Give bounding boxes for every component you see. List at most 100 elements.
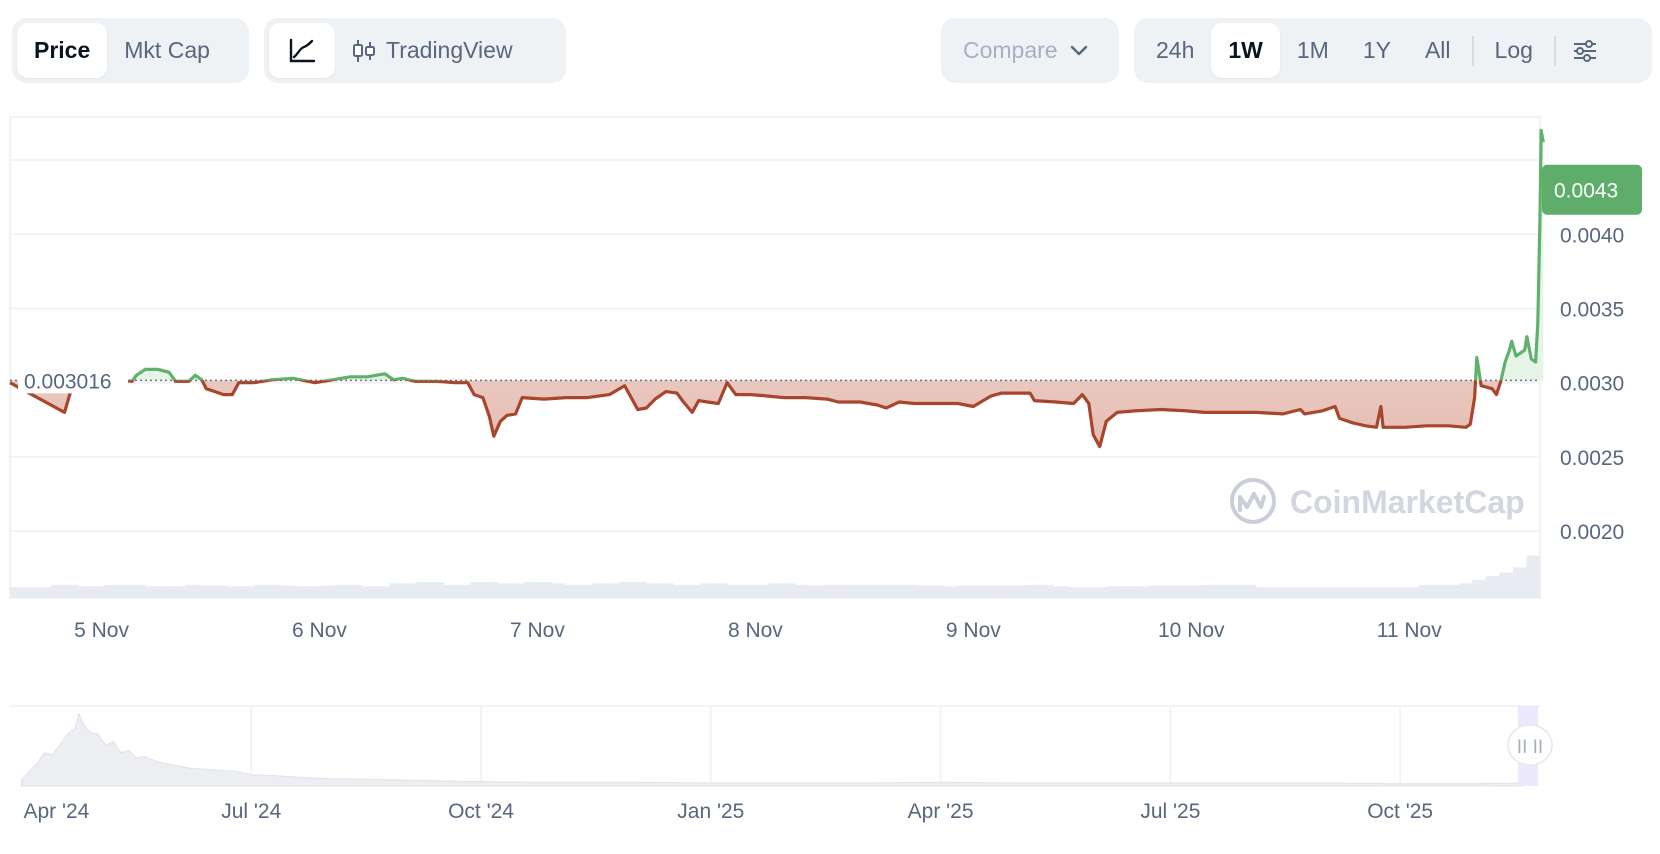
below-reference-fill xyxy=(10,380,1502,447)
volume-bar xyxy=(1296,587,1311,598)
volume-bar xyxy=(416,581,431,598)
volume-bar xyxy=(903,584,918,598)
volume-bar xyxy=(917,585,932,598)
y-axis: 0.0040 0.0035 0.0030 0.0025 0.0020 xyxy=(1560,224,1624,544)
volume-bar xyxy=(890,584,905,598)
overview-x-tick-label: Oct '25 xyxy=(1367,800,1433,823)
range-1y[interactable]: 1Y xyxy=(1362,37,1391,63)
volume-bar xyxy=(1485,576,1500,598)
volume-bar xyxy=(470,581,485,598)
market-cap-tab[interactable]: Mkt Cap xyxy=(124,37,210,63)
volume-bar xyxy=(1255,587,1270,598)
range-24h[interactable]: 24h xyxy=(1156,37,1195,63)
overview-handle[interactable]: II II xyxy=(1507,724,1553,766)
volume-bar xyxy=(1201,584,1216,598)
volume-bar xyxy=(1418,584,1433,598)
volume-bar xyxy=(1323,587,1338,598)
volume-bar xyxy=(592,583,607,598)
x-tick-label: 9 Nov xyxy=(946,619,1001,642)
volume-bar xyxy=(1363,587,1379,598)
overview-x-tick-label: Jul '24 xyxy=(221,800,281,823)
volume-bar xyxy=(686,584,702,598)
volume-bar xyxy=(1079,587,1094,598)
range-1w[interactable]: 1W xyxy=(1211,23,1280,78)
volume-bar xyxy=(1174,585,1189,598)
volume-bar xyxy=(294,586,309,598)
overview-navigator[interactable]: Apr '24 Jul '24 Oct '24 Jan '25 Apr '25 Jul '… xyxy=(10,705,1553,823)
volume-bar xyxy=(104,584,119,598)
x-tick-label: 6 Nov xyxy=(292,619,347,642)
volume-bar xyxy=(240,586,255,598)
line-chart-icon xyxy=(288,38,316,64)
volume-bar xyxy=(808,585,823,598)
y-tick-label: 0.0040 xyxy=(1560,224,1624,247)
volume-bar xyxy=(714,583,729,598)
compare-label: Compare xyxy=(963,37,1058,63)
volume-bar xyxy=(50,584,65,598)
price-tab[interactable]: Price xyxy=(17,23,108,78)
volume-bar xyxy=(1228,584,1243,598)
x-tick-label: 11 Nov xyxy=(1377,619,1442,642)
volume-bar xyxy=(863,584,878,598)
divider xyxy=(1471,35,1474,66)
x-tick-label: 5 Nov xyxy=(74,619,129,642)
volume-bar xyxy=(1147,585,1162,598)
volume-bar xyxy=(944,586,959,598)
volume-bar xyxy=(10,587,25,598)
candlestick-icon xyxy=(352,38,376,64)
price-area-fill xyxy=(10,130,1544,447)
volume-bar xyxy=(1458,583,1473,598)
time-range-selector: 24h 1W 1M 1Y All Log xyxy=(1134,18,1652,83)
chart-settings-button[interactable] xyxy=(1560,23,1610,78)
volume-bar xyxy=(1350,587,1365,598)
volume-bar xyxy=(1093,587,1108,598)
volume-bar xyxy=(632,581,647,598)
log-scale-toggle[interactable]: Log xyxy=(1494,37,1533,63)
chevron-down-icon xyxy=(1070,45,1088,57)
volume-bar xyxy=(497,583,512,598)
volume-bar xyxy=(429,581,444,598)
chart-toolbar: Price Mkt Cap TradingView Compare 24h 1W… xyxy=(0,0,1660,100)
volume-bars xyxy=(10,555,1541,598)
coinmarketcap-watermark: CoinMarketCap xyxy=(1230,478,1525,524)
overview-x-tick-label: Apr '25 xyxy=(908,800,974,823)
volume-bar xyxy=(186,584,201,598)
volume-bar xyxy=(1309,587,1324,598)
volume-bar xyxy=(781,583,796,598)
volume-bar xyxy=(1431,584,1446,598)
volume-bar xyxy=(483,581,499,598)
compare-dropdown[interactable]: Compare xyxy=(941,18,1119,83)
volume-bar xyxy=(835,584,851,598)
volume-bar xyxy=(1282,587,1297,598)
volume-bar xyxy=(551,583,566,598)
tradingview-tab[interactable]: TradingView xyxy=(335,23,530,78)
volume-bar xyxy=(1187,585,1203,598)
volume-bar xyxy=(700,583,715,598)
volume-bar xyxy=(267,584,282,598)
compare-button[interactable]: Compare xyxy=(946,23,1105,78)
svg-text:0.003016: 0.003016 xyxy=(24,370,112,393)
volume-bar xyxy=(1377,587,1392,598)
volume-bar xyxy=(578,584,593,598)
volume-bar xyxy=(1133,586,1148,598)
divider xyxy=(1553,35,1556,66)
volume-bar xyxy=(389,583,404,598)
volume-bar xyxy=(131,584,146,598)
volume-bar xyxy=(1160,585,1176,598)
volume-bar xyxy=(334,584,350,598)
volume-bar xyxy=(1052,586,1067,598)
price-line-down xyxy=(9,380,1503,449)
line-chart-tab[interactable] xyxy=(269,23,335,78)
volume-bar xyxy=(158,586,174,598)
overview-x-tick-label: Jan '25 xyxy=(677,800,744,823)
volume-bar xyxy=(199,585,214,598)
volume-bar xyxy=(280,585,295,598)
volume-bar xyxy=(1025,584,1040,598)
volume-bar xyxy=(1106,586,1121,598)
volume-bar xyxy=(930,585,945,598)
range-all[interactable]: All xyxy=(1424,37,1451,63)
volume-bar xyxy=(984,585,1000,598)
range-1m[interactable]: 1M xyxy=(1296,37,1329,63)
volume-bar xyxy=(307,586,323,598)
